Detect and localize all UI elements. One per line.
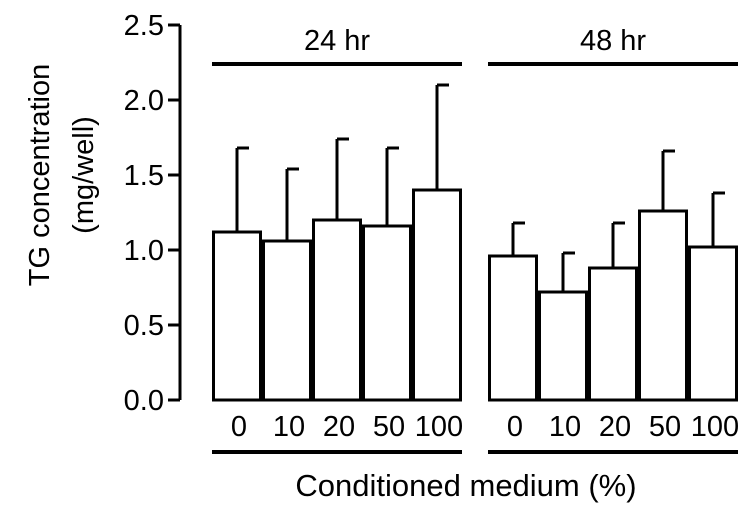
y-axis: 0.0 0.5 1.0 1.5 2.0 2.5	[124, 10, 182, 417]
x-category-label: 0	[231, 411, 247, 443]
bar	[362, 224, 412, 402]
y-tick-label: 0.0	[124, 385, 164, 417]
x-category-labels: 0 10 20 50 100 0 10 20 50 100	[231, 411, 739, 443]
x-category-label: 10	[549, 411, 581, 443]
y-tick-label: 2.5	[124, 10, 164, 42]
group-label: 48 hr	[580, 25, 646, 57]
y-tick-label: 0.5	[124, 310, 164, 342]
bar	[538, 290, 588, 402]
bar	[312, 218, 362, 402]
x-category-label: 50	[649, 411, 681, 443]
y-axis-title-line-1: TG concentration	[24, 64, 56, 286]
y-axis-title: TG concentration (mg/well)	[24, 64, 100, 286]
x-category-label: 100	[691, 411, 739, 443]
group-labels: 24 hr 48 hr	[212, 25, 738, 454]
x-category-label: 100	[415, 411, 463, 443]
y-tick-label: 1.0	[124, 235, 164, 267]
bars	[212, 83, 738, 402]
x-axis-title: Conditioned medium (%)	[295, 468, 636, 503]
bar	[638, 209, 688, 402]
bar	[412, 188, 462, 402]
x-category-label: 20	[323, 411, 355, 443]
bar	[588, 266, 638, 402]
x-category-label: 20	[599, 411, 631, 443]
y-axis-title-line-2: (mg/well)	[68, 116, 100, 234]
y-tick-label: 2.0	[124, 85, 164, 117]
group-label: 24 hr	[304, 25, 370, 57]
y-tick-label: 1.5	[124, 160, 164, 192]
bar	[488, 254, 538, 402]
x-category-label: 50	[373, 411, 405, 443]
bar	[262, 239, 312, 402]
x-category-label: 10	[273, 411, 305, 443]
x-category-label: 0	[507, 411, 523, 443]
bar	[212, 230, 262, 402]
bar	[688, 245, 738, 402]
